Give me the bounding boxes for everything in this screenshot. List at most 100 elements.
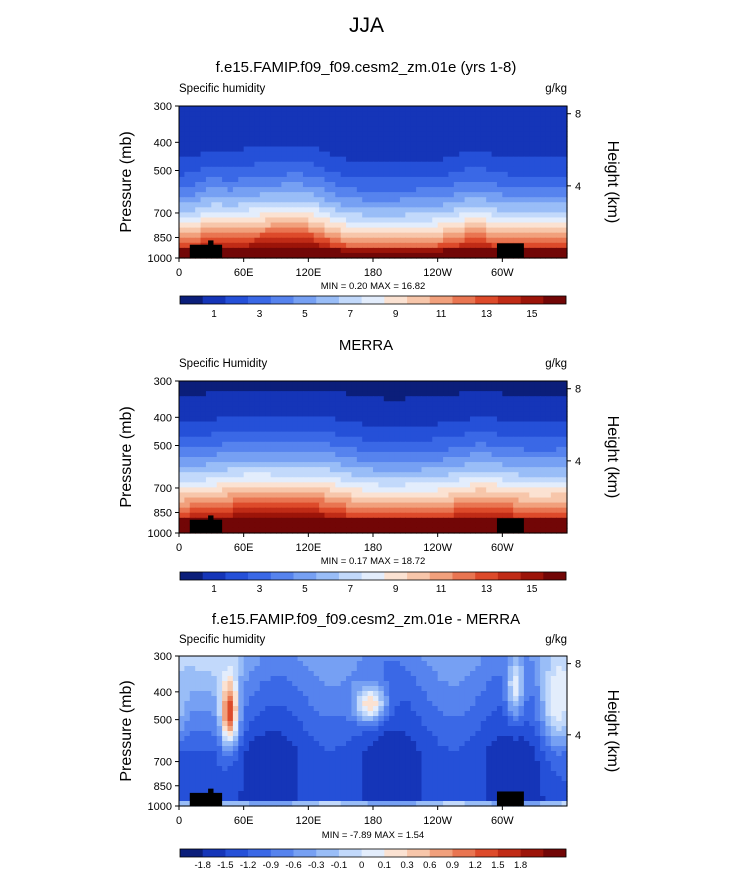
heatmap-cell: [286, 462, 293, 468]
heatmap-cell: [443, 656, 450, 662]
heatmap-cell: [205, 146, 212, 153]
heatmap-cell: [394, 446, 401, 453]
heatmap-cell: [249, 502, 256, 509]
heatmap-cell: [540, 502, 547, 509]
heatmap-cell: [561, 497, 568, 504]
heatmap-cell: [254, 217, 261, 224]
heatmap-cell: [550, 661, 557, 667]
heatmap-cell: [259, 381, 266, 387]
heatmap-cell: [356, 656, 363, 662]
heatmap-cell: [453, 212, 460, 219]
heatmap-cell: [405, 492, 412, 499]
heatmap-cell: [550, 671, 557, 677]
heatmap-cell: [216, 156, 223, 163]
heatmap-cell: [399, 106, 406, 112]
heatmap-cell: [475, 121, 482, 127]
heatmap-cell: [394, 187, 401, 193]
heatmap-cell: [394, 467, 401, 473]
heatmap-cell: [410, 686, 417, 692]
heatmap-cell: [232, 391, 239, 397]
heatmap-cell: [356, 227, 363, 234]
heatmap-cell: [518, 381, 525, 387]
heatmap-cell: [254, 457, 261, 463]
heatmap-cell: [416, 441, 423, 448]
heatmap-cell: [179, 666, 185, 672]
heatmap-cell: [475, 462, 482, 468]
heatmap-cell: [292, 116, 299, 122]
colorbar-swatch: [293, 572, 317, 580]
heatmap-cell: [378, 146, 385, 153]
heatmap-cell: [292, 171, 299, 178]
heatmap-cell: [259, 217, 266, 224]
heatmap-cell: [502, 187, 509, 193]
heatmap-cell: [486, 176, 493, 183]
heatmap-cell: [448, 161, 455, 168]
heatmap-cell: [470, 457, 476, 463]
heatmap-cell: [292, 217, 299, 224]
heatmap-cell: [410, 401, 417, 407]
heatmap-cell: [356, 207, 363, 213]
heatmap-cell: [179, 252, 185, 259]
heatmap-cell: [518, 207, 525, 213]
heatmap-cell: [292, 421, 299, 428]
heatmap-cell: [329, 467, 336, 473]
heatmap-cell: [480, 192, 487, 198]
heatmap-cell: [238, 446, 245, 453]
heatmap-cell: [324, 527, 331, 534]
heatmap-cell: [216, 171, 223, 178]
heatmap-cell: [545, 146, 552, 153]
heatmap-cell: [453, 121, 460, 127]
heatmap-cell: [281, 227, 288, 234]
heatmap-cell: [556, 121, 563, 127]
heatmap-cell: [464, 381, 471, 387]
heatmap-cell: [448, 441, 455, 448]
heatmap-cell: [448, 212, 455, 219]
heatmap-cell: [378, 242, 385, 249]
heatmap-cell: [265, 431, 272, 438]
heatmap-cell: [534, 426, 541, 433]
heatmap-cell: [270, 527, 277, 534]
heatmap-cell: [410, 161, 417, 168]
heatmap-cell: [486, 391, 493, 397]
heatmap-cell: [426, 151, 433, 158]
heatmap-cell: [205, 106, 212, 112]
heatmap-cell: [297, 161, 304, 168]
heatmap-cell: [480, 527, 487, 534]
heatmap-cell: [356, 252, 363, 259]
colorbar-swatch: [225, 296, 249, 304]
heatmap-cell: [502, 197, 509, 203]
heatmap-cell: [302, 136, 309, 143]
heatmap-cell: [313, 691, 320, 697]
heatmap-cell: [453, 671, 460, 677]
heatmap-cell: [399, 517, 406, 524]
heatmap-cell: [189, 187, 196, 193]
heatmap-cell: [383, 136, 390, 143]
heatmap-cell: [394, 171, 401, 178]
colorbar-label: 1: [211, 309, 217, 320]
heatmap-cell: [222, 171, 229, 178]
heatmap-cell: [211, 451, 218, 458]
colorbar-label: 9: [393, 309, 399, 320]
heatmap-cell: [529, 507, 536, 514]
heatmap-cell: [378, 676, 385, 682]
heatmap-cell: [453, 131, 460, 137]
colorbar-swatch: [361, 296, 385, 304]
heatmap-cell: [302, 222, 309, 229]
heatmap-cell: [297, 426, 304, 433]
heatmap-cell: [394, 237, 401, 244]
heatmap-cell: [453, 166, 460, 173]
heatmap-cell: [286, 141, 293, 148]
heatmap-cell: [459, 681, 466, 687]
heatmap-cell: [238, 217, 245, 224]
heatmap-cell: [346, 431, 353, 438]
heatmap-cell: [195, 472, 202, 478]
heatmap-cell: [367, 212, 374, 219]
heatmap-cell: [421, 671, 428, 677]
heatmap-cell: [416, 202, 423, 208]
heatmap-cell: [216, 176, 223, 183]
heatmap-cell: [432, 497, 439, 504]
heatmap-cell: [297, 497, 304, 504]
heatmap-cell: [265, 151, 272, 158]
colorbar-label: 15: [526, 309, 538, 320]
heatmap-cell: [453, 512, 460, 519]
